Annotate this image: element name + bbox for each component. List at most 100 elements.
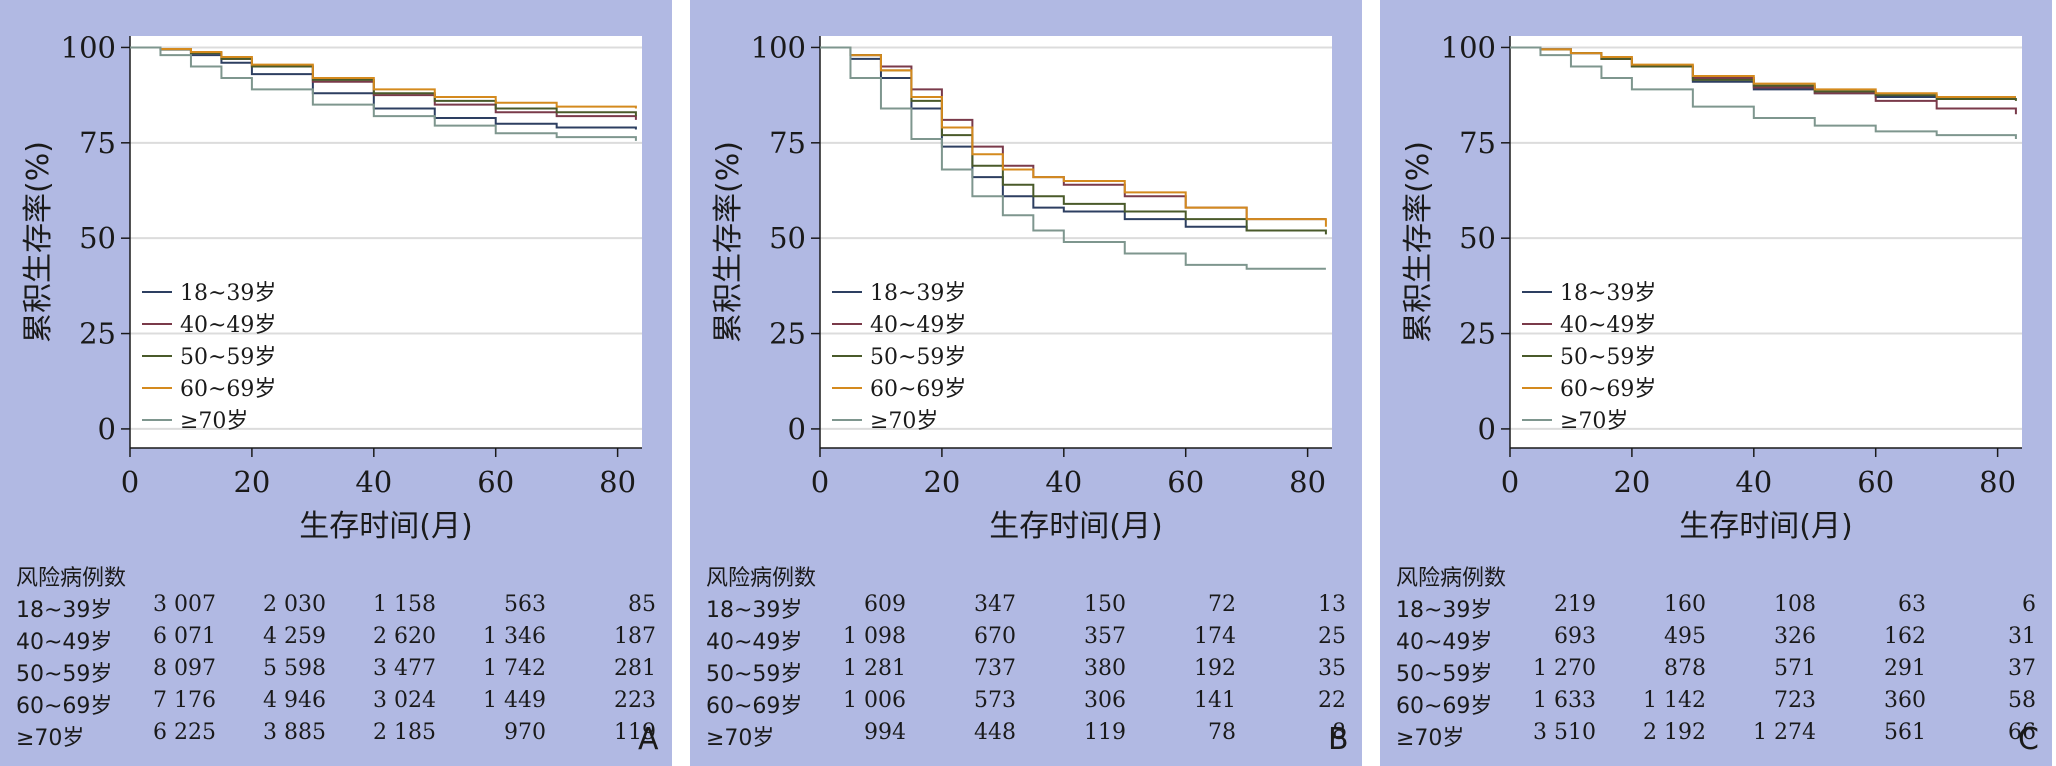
legend-label: 60~69岁 bbox=[1560, 377, 1656, 402]
risk-cell: 360 bbox=[1884, 688, 1926, 713]
risk-table-row: 40~49岁 1 098 670 357 174 25 bbox=[706, 624, 1346, 655]
legend-label: 40~49岁 bbox=[180, 313, 276, 338]
y-tick-label: 75 bbox=[1459, 126, 1496, 160]
chart-panel-a: 0 25 50 75 100 0 20 40 60 80 生存时间(月) 累积生存率(%) 18~39岁… bbox=[0, 0, 672, 766]
risk-cell: 326 bbox=[1774, 624, 1816, 649]
x-axis-title: 生存时间(月) bbox=[299, 509, 472, 544]
risk-table-row: 60~69岁 7 176 4 946 3 024 1 449 223 bbox=[16, 688, 656, 719]
risk-cell: 85 bbox=[628, 592, 656, 617]
survival-curve bbox=[130, 46, 637, 141]
survival-curve bbox=[130, 46, 637, 109]
risk-cell: 4 946 bbox=[263, 688, 326, 713]
panel-letter: C bbox=[2018, 722, 2039, 757]
risk-cell: 571 bbox=[1774, 656, 1816, 681]
risk-cell: 2 620 bbox=[373, 624, 436, 649]
risk-cell: 878 bbox=[1664, 656, 1706, 681]
risk-cell: 31 bbox=[2008, 624, 2036, 649]
risk-row-label: ≥70岁 bbox=[1396, 726, 1465, 751]
risk-cell: 1 281 bbox=[843, 656, 906, 681]
y-tick-label: 0 bbox=[788, 412, 806, 446]
y-axis-title: 累积生存率(%) bbox=[711, 141, 746, 343]
risk-cell: 2 030 bbox=[263, 592, 326, 617]
legend-label: 40~49岁 bbox=[870, 313, 966, 338]
risk-row-label: 40~49岁 bbox=[1396, 630, 1493, 655]
risk-cell: 994 bbox=[864, 720, 906, 745]
x-tick-label: 80 bbox=[599, 465, 636, 499]
risk-table-row: 40~49岁 693 495 326 162 31 bbox=[1396, 624, 2036, 655]
risk-cell: 141 bbox=[1194, 688, 1236, 713]
y-tick-label: 25 bbox=[1459, 317, 1496, 351]
y-tick-label: 75 bbox=[79, 126, 116, 160]
risk-table-row: 60~69岁 1 633 1 142 723 360 58 bbox=[1396, 688, 2036, 719]
risk-cell: 281 bbox=[614, 656, 656, 681]
legend-label: ≥70岁 bbox=[1560, 409, 1628, 434]
risk-cell: 162 bbox=[1884, 624, 1926, 649]
risk-table-row: 50~59岁 1 270 878 571 291 37 bbox=[1396, 656, 2036, 687]
x-tick-label: 40 bbox=[355, 465, 392, 499]
survival-curve bbox=[820, 46, 1327, 227]
x-tick-label: 0 bbox=[811, 465, 829, 499]
x-tick-label: 0 bbox=[1501, 465, 1519, 499]
y-axis-title: 累积生存率(%) bbox=[1401, 141, 1436, 343]
risk-cell: 4 259 bbox=[263, 624, 326, 649]
x-tick-label: 60 bbox=[477, 465, 514, 499]
risk-cell: 72 bbox=[1208, 592, 1236, 617]
risk-cell: 347 bbox=[974, 592, 1016, 617]
risk-cell: 1 449 bbox=[483, 688, 546, 713]
y-tick-label: 0 bbox=[98, 412, 116, 446]
risk-cell: 8 bbox=[1332, 720, 1346, 745]
legend-label: 18~39岁 bbox=[870, 281, 966, 306]
risk-cell: 1 274 bbox=[1753, 720, 1816, 745]
survival-curve bbox=[820, 46, 1326, 232]
risk-cell: 7 176 bbox=[153, 688, 216, 713]
risk-row-label: 50~59岁 bbox=[706, 662, 803, 687]
risk-cell: 693 bbox=[1554, 624, 1596, 649]
risk-cell: 306 bbox=[1084, 688, 1126, 713]
y-tick-label: 50 bbox=[79, 221, 116, 255]
chart-svg: 0 25 50 75 100 0 20 40 60 80 生存时间(月) 累积生存率(%) 18~39岁… bbox=[711, 30, 1332, 544]
risk-cell: 573 bbox=[974, 688, 1016, 713]
legend-label: 50~59岁 bbox=[870, 345, 966, 370]
risk-cell: 150 bbox=[1084, 592, 1126, 617]
chart-panel-b: 0 25 50 75 100 0 20 40 60 80 生存时间(月) 累积生存率(%) 18~39岁… bbox=[690, 0, 1362, 766]
chart-svg: 0 25 50 75 100 0 20 40 60 80 生存时间(月) 累积生存率(%) 18~39岁… bbox=[21, 30, 642, 544]
chart-svg: 0 25 50 75 100 0 20 40 60 80 生存时间(月) 累积生存率(%) 18~39岁… bbox=[1401, 30, 2022, 544]
risk-cell: 609 bbox=[864, 592, 906, 617]
y-tick-label: 50 bbox=[1459, 221, 1496, 255]
x-tick-label: 80 bbox=[1979, 465, 2016, 499]
risk-row-label: 60~69岁 bbox=[1396, 694, 1493, 719]
legend-label: 60~69岁 bbox=[870, 377, 966, 402]
risk-row-label: 18~39岁 bbox=[706, 598, 803, 623]
risk-cell: 22 bbox=[1318, 688, 1346, 713]
x-tick-label: 40 bbox=[1735, 465, 1772, 499]
x-tick-label: 40 bbox=[1045, 465, 1082, 499]
risk-cell: 380 bbox=[1084, 656, 1126, 681]
y-tick-label: 100 bbox=[1441, 30, 1496, 64]
risk-table-row: 50~59岁 1 281 737 380 192 35 bbox=[706, 656, 1346, 687]
chart-panel-c: 0 25 50 75 100 0 20 40 60 80 生存时间(月) 累积生存率(%) 18~39岁… bbox=[1380, 0, 2052, 766]
legend-label: ≥70岁 bbox=[180, 409, 248, 434]
risk-cell: 1 006 bbox=[843, 688, 906, 713]
y-tick-label: 100 bbox=[751, 30, 806, 64]
risk-cell: 3 477 bbox=[373, 656, 436, 681]
risk-cell: 1 346 bbox=[483, 624, 546, 649]
risk-table-row: ≥70岁 3 510 2 192 1 274 561 66 bbox=[1396, 720, 2036, 751]
risk-cell: 2 185 bbox=[373, 720, 436, 745]
risk-cell: 737 bbox=[974, 656, 1016, 681]
y-tick-label: 100 bbox=[61, 30, 116, 64]
risk-cell: 723 bbox=[1774, 688, 1816, 713]
legend-label: 50~59岁 bbox=[1560, 345, 1656, 370]
risk-row-label: 60~69岁 bbox=[16, 694, 113, 719]
risk-cell: 160 bbox=[1664, 592, 1706, 617]
y-tick-label: 25 bbox=[79, 317, 116, 351]
risk-cell: 291 bbox=[1884, 656, 1926, 681]
risk-row-label: 40~49岁 bbox=[706, 630, 803, 655]
x-tick-label: 20 bbox=[923, 465, 960, 499]
risk-cell: 1 158 bbox=[373, 592, 436, 617]
risk-cell: 6 071 bbox=[153, 624, 216, 649]
risk-table-row: 50~59岁 8 097 5 598 3 477 1 742 281 bbox=[16, 656, 656, 687]
risk-cell: 78 bbox=[1208, 720, 1236, 745]
panel-letter: B bbox=[1328, 722, 1349, 757]
risk-cell: 3 885 bbox=[263, 720, 326, 745]
risk-cell: 670 bbox=[974, 624, 1016, 649]
